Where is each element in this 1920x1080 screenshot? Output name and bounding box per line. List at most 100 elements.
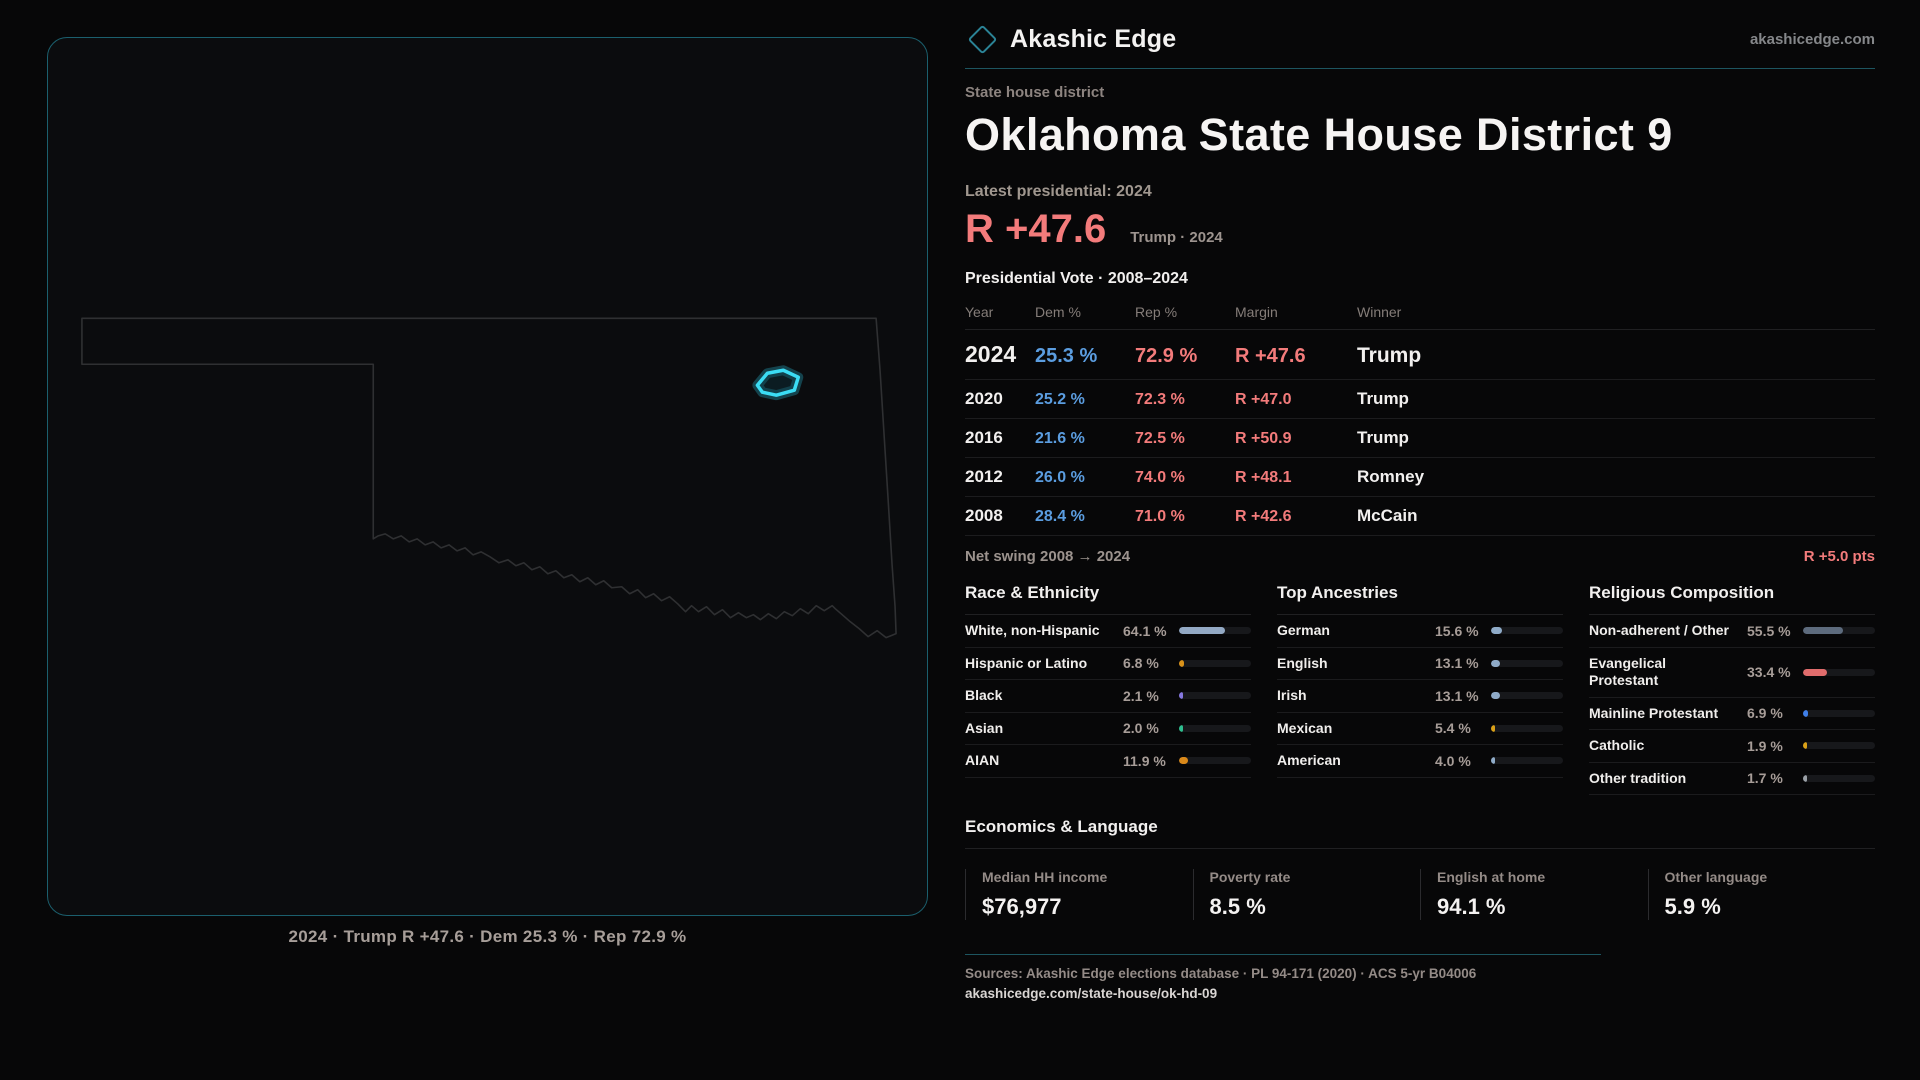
econ-stat-poverty-rate: Poverty rate 8.5 % [1192,869,1421,920]
vote-margin: R +50.9 [1235,430,1292,447]
demo-label: AIAN [965,752,1000,768]
demo-row-black: Black 2.1 % [965,680,1251,713]
vote-row-2012: 2012 26.0 % 74.0 % R +48.1 Romney [965,458,1875,497]
vote-dem: 21.6 % [1035,430,1085,447]
demo-value: 4.0 % [1435,752,1471,769]
detail-panel: Akashic Edge akashicedge.com State house… [965,24,1875,1001]
vote-dem: 25.2 % [1035,391,1085,408]
demo-value: 13.1 % [1435,655,1479,672]
vote-row-2016: 2016 21.6 % 72.5 % R +50.9 Trump [965,419,1875,458]
vote-rep: 71.0 % [1135,508,1185,525]
demo-row-american: American 4.0 % [1277,745,1563,778]
demo-bar-track [1179,757,1251,765]
demo-label: Other tradition [1589,769,1687,786]
demo-label: Mainline Protestant [1589,704,1719,721]
vote-row-2008: 2008 28.4 % 71.0 % R +42.6 McCain [965,497,1875,536]
demo-label: White, non-Hispanic [965,622,1100,638]
econ-stat-value: 8.5 % [1209,894,1266,919]
demo-row-english: English 13.1 % [1277,648,1563,680]
demo-row-mainline-protestant: Mainline Protestant 6.9 % [1589,698,1875,730]
demo-bar-fill [1803,627,1843,635]
demo-row-catholic: Catholic 1.9 % [1589,730,1875,763]
demo-bar-track [1803,709,1875,717]
demo-bar-fill [1179,724,1183,732]
demo-value: 64.1 % [1123,622,1167,639]
col-dem: Dem % [1035,304,1081,320]
demo-value: 33.4 % [1747,664,1791,680]
demo-bar-track [1491,692,1563,700]
demo-row-irish: Irish 13.1 % [1277,680,1563,713]
map-caption: 2024 · Trump R +47.6 · Dem 25.3 % · Rep … [288,927,687,946]
demo-bar-track [1491,627,1563,635]
footer-permalink[interactable]: akashicedge.com/state-house/ok-hd-09 [965,986,1218,1001]
vote-winner: Trump [1357,428,1409,447]
demo-value: 6.8 % [1123,655,1159,672]
site-link[interactable]: akashicedge.com [1749,31,1875,48]
demo-value: 1.7 % [1747,770,1783,787]
vote-winner: Trump [1357,389,1409,408]
demo-value: 2.1 % [1123,687,1159,704]
demo-row-asian: Asian 2.0 % [965,713,1251,745]
demo-value: 55.5 % [1747,622,1791,639]
oklahoma-outline [81,317,897,639]
econ-stat-label: Median HH income [982,869,1108,885]
demo-group-title: Top Ancestries [1277,583,1563,615]
district-9-shape [755,368,801,397]
vote-winner: Trump [1357,344,1422,367]
vote-dem: 28.4 % [1035,508,1085,525]
demo-bar-fill [1803,774,1807,782]
econ-stat-label: Poverty rate [1209,869,1291,885]
demo-bar-fill [1491,659,1501,667]
econ-stat-value: 94.1 % [1437,894,1506,919]
vote-rep: 74.0 % [1135,469,1185,486]
footer-sources: Sources: Akashic Edge elections database… [965,966,1477,981]
demo-label: Non-adherent / Other [1589,622,1730,638]
econ-stat-english-at-home: English at home 94.1 % [1420,869,1648,920]
col-year: Year [965,304,994,320]
hero-margin-value: R +47.6 [965,207,1107,251]
demo-row-mexican: Mexican 5.4 % [1277,713,1563,745]
demo-group-top-ancestries: Top Ancestries German 15.6 % English 13.1 % I… [1277,583,1563,795]
demographics-grid: Race & Ethnicity White, non-Hispanic 64.1 … [965,583,1875,795]
demo-bar-track [1491,757,1563,765]
latest-presidential-label: Latest presidential: 2024 [965,183,1152,200]
brand-name: Akashic Edge [1010,25,1177,53]
header-rule [965,68,1875,69]
vote-year: 2012 [965,467,1003,486]
vote-year: 2008 [965,506,1003,525]
vote-row-2020: 2020 25.2 % 72.3 % R +47.0 Trump [965,380,1875,419]
demo-label: Asian [965,719,1004,736]
net-swing-row: Net swing 2008 → 2024 R +5.0 pts [965,536,1875,565]
demo-label: English [1277,654,1328,671]
demo-bar-track [1491,724,1563,732]
vote-rep: 72.9 % [1135,345,1198,367]
demo-bar-fill [1179,692,1183,700]
economics-stats: Median HH income $76,977 Poverty rate 8.5 %… [965,869,1875,920]
demo-bar-fill [1803,709,1808,717]
vote-dem: 26.0 % [1035,469,1085,486]
demo-row-non-adherent-other: Non-adherent / Other 55.5 % [1589,615,1875,648]
hero-margin-row: R +47.6 Trump · 2024 [965,207,1875,252]
demo-row-german: German 15.6 % [1277,615,1563,648]
vote-row-2024: 2024 25.3 % 72.9 % R +47.6 Trump [965,330,1875,380]
diamond-icon [967,24,998,55]
demo-bar-track [1179,659,1251,667]
vote-margin: R +47.0 [1235,391,1292,408]
vote-margin: R +47.6 [1235,345,1306,367]
page-title: Oklahoma State House District 9 [965,109,1673,160]
demo-bar-track [1179,724,1251,732]
demo-bar-fill [1491,757,1495,765]
demo-value: 2.0 % [1123,720,1159,737]
district-map-panel [47,37,928,916]
demo-value: 15.6 % [1435,622,1479,639]
demo-value: 11.9 % [1123,752,1166,769]
vote-table-header: Year Dem % Rep % Margin Winner [965,298,1875,330]
demo-bar-fill [1491,724,1495,732]
demo-value: 1.9 % [1747,737,1783,754]
demo-label: Mexican [1277,719,1333,736]
demo-bar-fill [1803,742,1807,750]
demo-bar-track [1803,668,1875,676]
net-swing-value: R +5.0 pts [1803,548,1875,565]
kicker: State house district [965,84,1105,101]
hero-margin-context: Trump · 2024 [1130,229,1223,246]
